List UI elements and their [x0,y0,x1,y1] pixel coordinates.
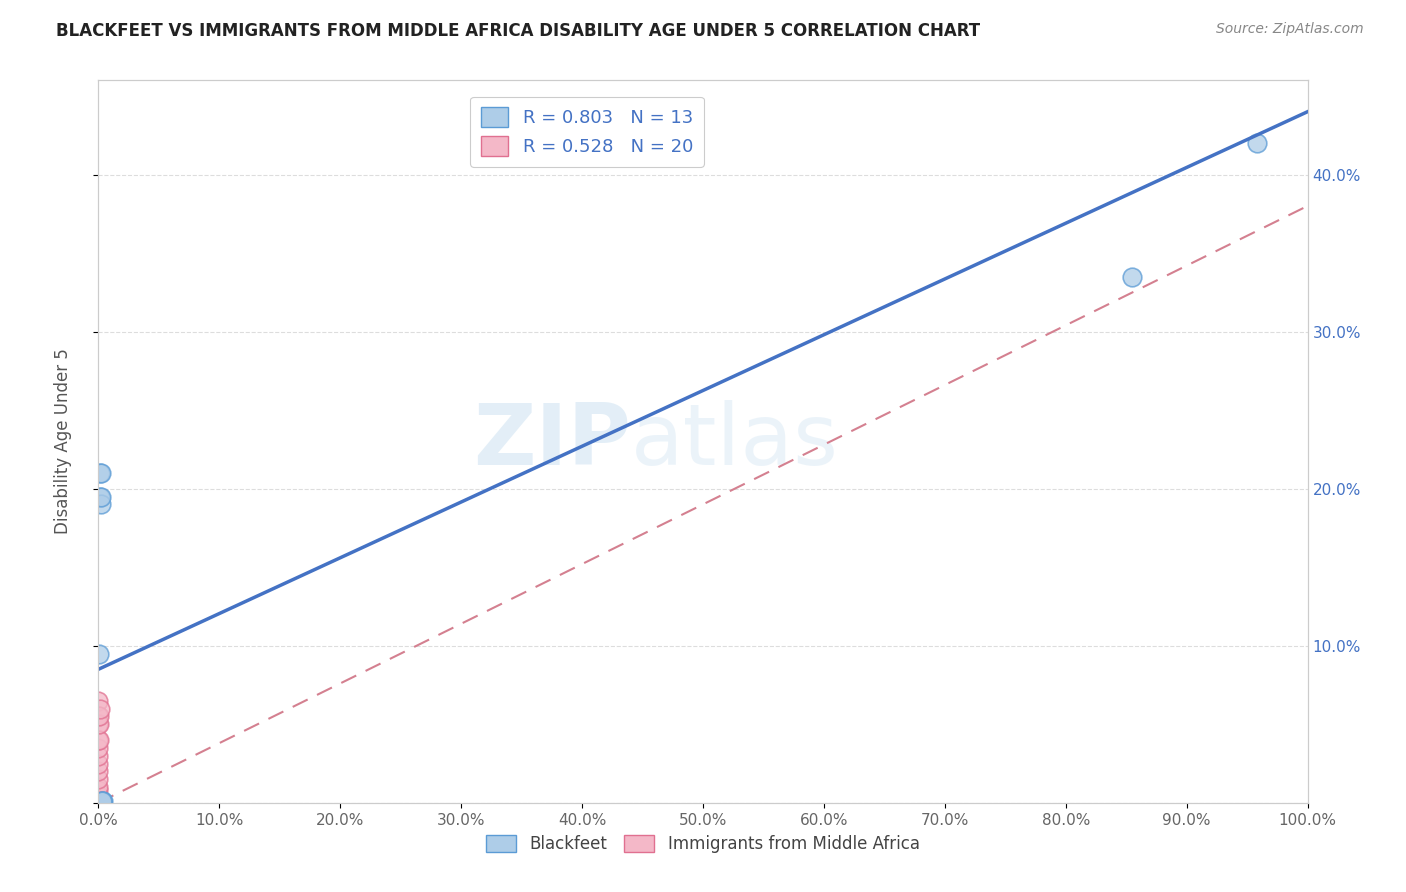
Point [87,788,110,802]
Text: BLACKFEET VS IMMIGRANTS FROM MIDDLE AFRICA DISABILITY AGE UNDER 5 CORRELATION CH: BLACKFEET VS IMMIGRANTS FROM MIDDLE AFRI… [56,22,980,40]
Point [87,709,110,723]
Point [87,796,110,810]
Point [91,796,114,810]
Text: Source: ZipAtlas.com: Source: ZipAtlas.com [1216,22,1364,37]
Text: ZIP: ZIP [472,400,630,483]
Point [1246,136,1268,150]
Point [89,466,111,480]
Point [89,701,111,715]
Point [89,490,111,504]
Point [1121,269,1143,284]
Point [89,647,111,661]
Point [87,717,110,731]
Point [91,796,114,810]
Y-axis label: Disability Age Under 5: Disability Age Under 5 [53,349,72,534]
Legend: Blackfeet, Immigrants from Middle Africa: Blackfeet, Immigrants from Middle Africa [479,828,927,860]
Point [91,794,114,808]
Point [91,794,114,808]
Point [90,466,112,480]
Point [87,717,110,731]
Point [87,796,110,810]
Point [90,794,112,808]
Point [87,733,110,747]
Text: atlas: atlas [630,400,838,483]
Point [90,497,112,511]
Point [90,490,112,504]
Point [87,796,110,810]
Point [91,794,114,808]
Point [87,783,110,797]
Point [87,780,110,794]
Point [87,756,110,771]
Point [87,764,110,779]
Point [89,709,111,723]
Point [87,733,110,747]
Point [87,740,110,755]
Point [87,748,110,763]
Point [87,772,110,787]
Point [87,694,110,708]
